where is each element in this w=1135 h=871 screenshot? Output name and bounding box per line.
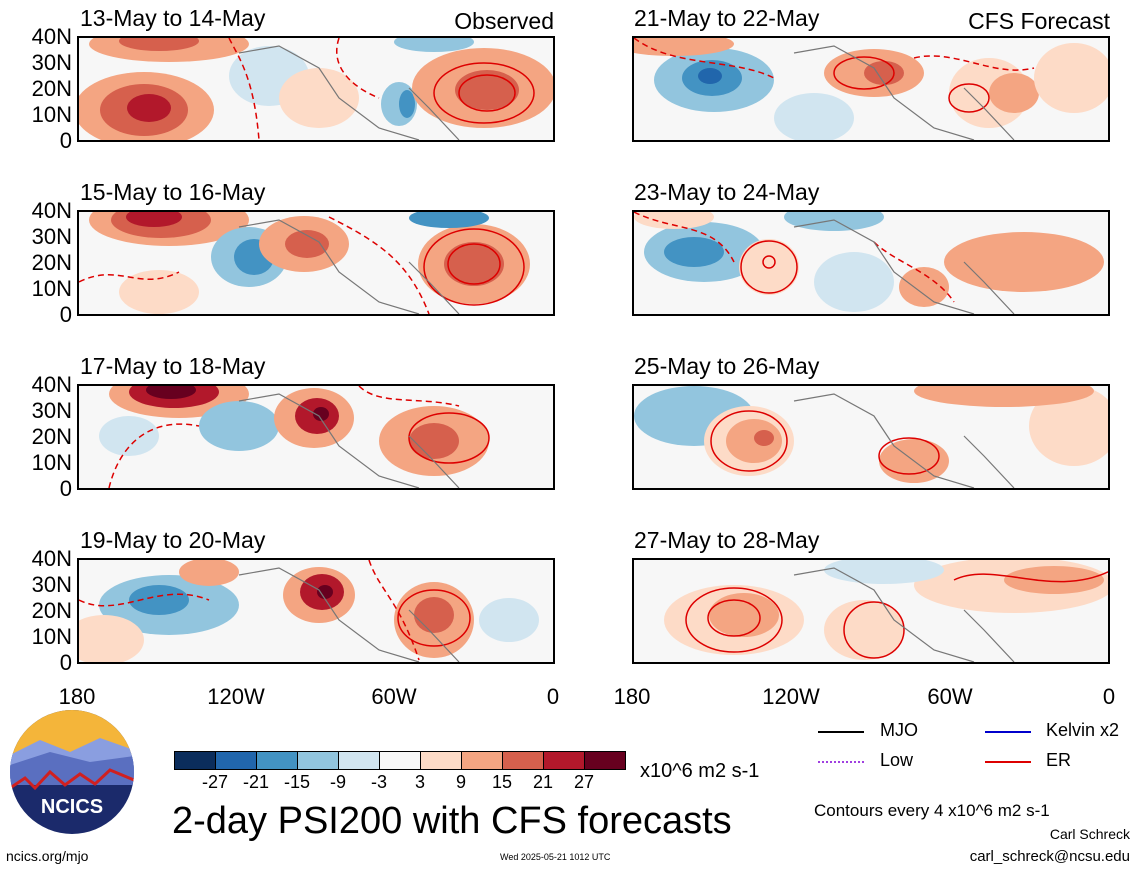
y-tick: 10N <box>31 276 72 301</box>
y-tick: 40N <box>31 372 72 397</box>
y-tick: 30N <box>31 398 72 423</box>
panel-title-6: 23-May to 24-May <box>634 179 820 205</box>
colorbar-cell <box>338 751 380 770</box>
colorbar-cell <box>215 751 257 770</box>
x-tick: 180 <box>613 684 651 709</box>
colorbar-label: 3 <box>414 772 425 792</box>
website-link[interactable]: ncics.org/mjo <box>6 848 89 864</box>
panel-title-8: 27-May to 28-May <box>634 527 820 553</box>
y-tick: 30N <box>31 50 72 75</box>
x-tick: 60W <box>371 684 417 709</box>
panel-title-4: 19-May to 20-May <box>80 527 266 553</box>
colorbar-cell <box>256 751 298 770</box>
legend-line-kelvin <box>985 731 1031 733</box>
colorbar-label: -27 <box>201 772 228 792</box>
colorbar-cell <box>502 751 544 770</box>
y-tick: 30N <box>31 224 72 249</box>
colorbar-cell <box>297 751 339 770</box>
y-tick: 0 <box>59 650 72 675</box>
map-panel-forecast-1 <box>632 36 1110 142</box>
legend-label-er: ER <box>1046 750 1072 770</box>
x-tick: 180 <box>58 684 96 709</box>
y-tick: 0 <box>59 302 72 327</box>
colorbar-cell <box>379 751 421 770</box>
legend-line-er <box>985 761 1031 763</box>
y-tick: 40N <box>31 546 72 571</box>
y-tick: 30N <box>31 572 72 597</box>
panel-title-2: 15-May to 16-May <box>80 179 266 205</box>
y-tick: 20N <box>31 250 72 275</box>
colorbar-label: 27 <box>573 772 595 792</box>
legend-line-mjo <box>818 731 864 733</box>
main-title: 2-day PSI200 with CFS forecasts <box>172 800 732 842</box>
y-tick: 20N <box>31 424 72 449</box>
colorbar-label: -9 <box>329 772 346 792</box>
legend-label-low: Low <box>880 750 914 770</box>
panel-title-5: 21-May to 22-May <box>634 5 820 31</box>
panel-label-forecast: CFS Forecast <box>968 8 1110 34</box>
colorbar-cell <box>420 751 462 770</box>
author: Carl Schreck <box>1049 826 1130 842</box>
x-tick: 0 <box>546 684 560 709</box>
colorbar-cell <box>461 751 503 770</box>
y-tick: 40N <box>31 24 72 49</box>
colorbar-units: x10^6 m2 s-1 <box>640 760 760 782</box>
y-tick: 20N <box>31 598 72 623</box>
x-tick: 120W <box>762 684 820 709</box>
x-tick: 60W <box>927 684 973 709</box>
x-tick: 120W <box>207 684 265 709</box>
map-panel-observed-3 <box>77 384 555 490</box>
y-tick: 0 <box>59 476 72 501</box>
colorbar-label: 15 <box>491 772 513 792</box>
map-panel-forecast-4 <box>632 558 1110 664</box>
timestamp: Wed 2025-05-21 1012 UTC <box>500 852 611 862</box>
colorbar-label: 9 <box>455 772 466 792</box>
colorbar-label: -15 <box>283 772 310 792</box>
map-panel-observed-2 <box>77 210 555 316</box>
y-tick: 10N <box>31 102 72 127</box>
map-panel-forecast-2 <box>632 210 1110 316</box>
colorbar-cell <box>174 751 216 770</box>
y-tick: 10N <box>31 450 72 475</box>
panel-label-observed: Observed <box>454 8 554 34</box>
panel-title-1: 13-May to 14-May <box>80 5 266 31</box>
colorbar-label: -21 <box>242 772 269 792</box>
ncics-logo: NCICS <box>10 710 134 834</box>
y-tick: 40N <box>31 198 72 223</box>
colorbar-cell <box>543 751 585 770</box>
x-tick: 0 <box>1102 684 1116 709</box>
legend-label-kelvin: Kelvin x2 <box>1046 720 1120 740</box>
y-tick: 0 <box>59 128 72 153</box>
map-panel-observed-1 <box>77 36 555 142</box>
map-panel-observed-4 <box>77 558 555 664</box>
panel-title-7: 25-May to 26-May <box>634 353 820 379</box>
legend-line-low <box>818 761 864 763</box>
colorbar-label: 21 <box>532 772 554 792</box>
y-tick: 20N <box>31 76 72 101</box>
y-tick: 10N <box>31 624 72 649</box>
map-panel-forecast-3 <box>632 384 1110 490</box>
colorbar-label: -3 <box>370 772 387 792</box>
contour-note: Contours every 4 x10^6 m2 s-1 <box>814 801 1050 820</box>
colorbar-cell <box>584 751 626 770</box>
ncics-logo-text: NCICS <box>41 796 103 818</box>
legend-label-mjo: MJO <box>880 720 918 740</box>
panel-title-3: 17-May to 18-May <box>80 353 266 379</box>
author-email[interactable]: carl_schreck@ncsu.edu <box>969 848 1130 865</box>
